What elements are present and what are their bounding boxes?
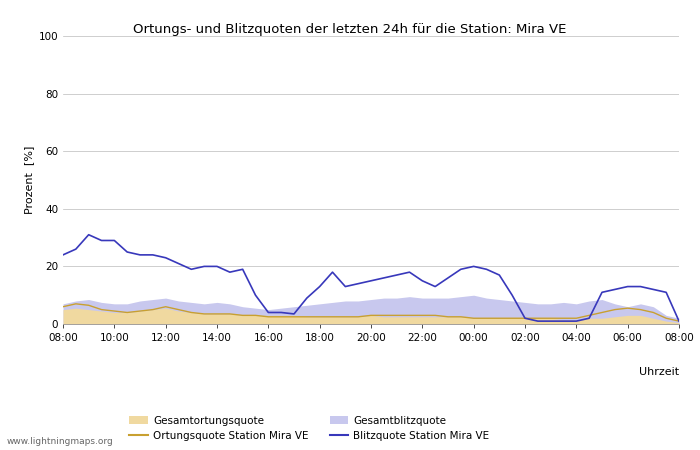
Y-axis label: Prozent  [%]: Prozent [%]	[25, 146, 34, 214]
Text: Ortungs- und Blitzquoten der letzten 24h für die Station: Mira VE: Ortungs- und Blitzquoten der letzten 24h…	[133, 22, 567, 36]
Text: Uhrzeit: Uhrzeit	[639, 367, 679, 377]
Text: www.lightningmaps.org: www.lightningmaps.org	[7, 436, 113, 446]
Legend: Gesamtortungsquote, Ortungsquote Station Mira VE, Gesamtblitzquote, Blitzquote S: Gesamtortungsquote, Ortungsquote Station…	[130, 416, 489, 441]
